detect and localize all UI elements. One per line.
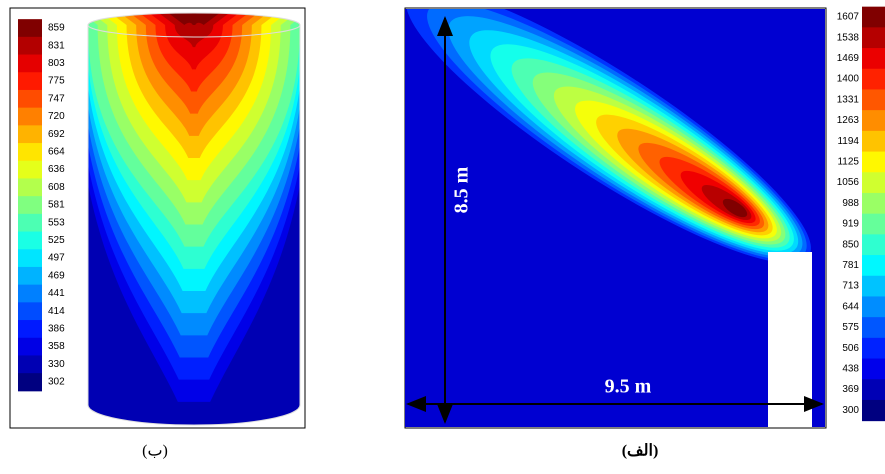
colorbar-swatch [18,284,42,303]
colorbar-swatch [862,6,885,28]
colorbar-swatch [18,266,42,286]
colorbar-swatch [18,231,42,250]
colorbar-label: 506 [842,343,859,354]
colorbar-label: 1125 [837,157,859,168]
colorbar-swatch [862,234,885,256]
colorbar-label: 581 [48,200,65,211]
colorbar-label: 525 [48,235,65,246]
colorbar-swatch [18,249,42,268]
colorbar-swatch [862,68,885,90]
colorbar-swatch [18,107,42,126]
colorbar-label: 438 [842,364,859,375]
colorbar-label: 330 [48,359,65,370]
colorbar-swatch [18,54,42,73]
colorbar-label: 414 [48,306,65,317]
caption-a: (الف) [622,443,659,460]
colorbar-label: 369 [842,384,859,395]
colorbar-swatch [18,178,42,197]
colorbar-label: 1263 [837,115,860,126]
colorbar-label: 644 [842,301,859,312]
colorbar-label: 1194 [837,136,859,147]
colorbar-label: 664 [48,147,65,158]
plume-contours [405,9,825,427]
colorbar-swatch [862,296,885,318]
colorbar-label: 720 [48,111,65,122]
colorbar-label: 919 [842,219,859,230]
colorbar-swatch [18,160,42,179]
colorbar-swatch [18,196,42,215]
colorbar-swatch [18,36,42,56]
colorbar-swatch [18,337,42,356]
colorbar-label: 1331 [837,94,860,105]
colorbar-label: 988 [842,198,859,209]
colorbar-swatch [862,27,885,49]
colorbar-swatch [18,143,42,162]
cylinder-outline [87,12,301,426]
contour-band [722,198,748,218]
colorbar-label: 850 [842,239,859,250]
colorbar-label: 497 [48,253,65,264]
colorbar-label: 575 [842,322,859,333]
colorbar-label: 1469 [837,53,860,64]
colorbar-swatch [862,275,885,297]
colorbar-label: 713 [842,281,859,292]
colorbar-label: 608 [48,182,65,193]
outlet [768,252,812,427]
colorbar-label: 636 [48,164,65,175]
colorbar-swatch [862,172,885,194]
colorbar-swatch [18,320,42,339]
colorbar-swatch [862,151,885,173]
colorbar-label: 781 [842,260,859,271]
colorbar-label: 803 [48,58,65,69]
colorbar-label: 1400 [837,74,860,85]
colorbar-label: 692 [48,129,65,140]
colorbar-swatch [862,89,885,111]
colorbar-swatch [18,355,42,374]
colorbar-label: 747 [48,93,65,104]
colorbar-swatch [862,379,885,401]
colorbar-label: 300 [842,405,859,416]
colorbar-swatch [862,399,885,422]
colorbar-label: 358 [48,341,65,352]
colorbar-swatch [862,317,885,339]
colorbar-label: 441 [48,288,65,299]
contour-band [164,13,224,25]
colorbar-label: 1607 [837,12,860,23]
colorbar-swatch [18,373,42,392]
colorbar-swatch [18,302,42,321]
colorbar-swatch [862,192,885,215]
contour-band [154,13,234,48]
colorbar-swatch [18,72,42,91]
cylinder-contours [88,13,300,425]
colorbar-swatch [18,89,42,109]
caption-b: (ب) [142,443,168,460]
colorbar-label: 386 [48,324,65,335]
colorbar-label: 302 [48,377,65,388]
colorbar-swatch [862,213,885,235]
colorbar-swatch [862,358,885,380]
colorbar-swatch [862,255,885,277]
colorbar-swatch [18,19,42,38]
colorbar-swatch [18,125,42,144]
colorbar-label: 859 [48,23,65,34]
width-label: 9.5 m [605,376,652,398]
height-label: 8.5 m [451,166,473,213]
colorbar-label: 831 [48,40,65,51]
colorbar-label: 775 [48,76,65,87]
colorbar-swatch [862,110,885,132]
colorbar-swatch [862,337,885,360]
colorbar-swatch [18,213,42,233]
colorbar-label: 1538 [837,32,860,43]
colorbar-swatch [862,130,885,153]
colorbar-swatch [862,48,885,70]
colorbar-label: 469 [48,270,65,281]
colorbar-label: 553 [48,217,65,228]
colorbar-label: 1056 [837,177,860,188]
